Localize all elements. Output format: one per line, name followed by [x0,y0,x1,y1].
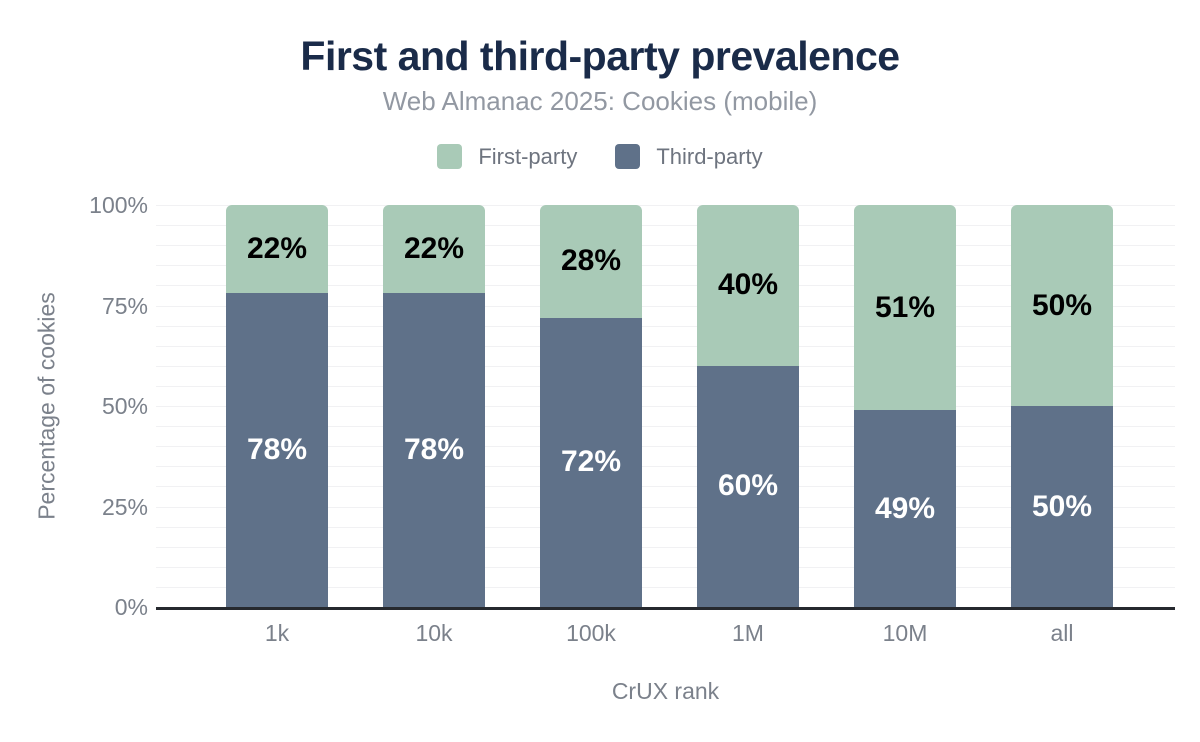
x-axis-line [156,607,1175,610]
legend-label: Third-party [656,143,763,169]
legend-swatch-third-party [615,143,641,169]
gridline [156,365,1175,367]
bar-segment-first-party: 50% [1011,205,1113,406]
chart-subtitle: Web Almanac 2025: Cookies (mobile) [382,86,818,116]
gridline [156,566,1175,568]
gridline [156,345,1175,347]
bar-value-label-third-party: 78% [246,433,308,467]
x-tick-label: 1k [264,620,290,646]
bar-segment-first-party: 22% [383,205,485,294]
gridline [156,385,1175,387]
y-tick-label: 75% [101,292,148,319]
gridline [156,466,1175,468]
bar-value-label-first-party: 40% [717,268,779,302]
gridline [156,446,1175,448]
x-axis-title: CrUX rank [611,678,720,704]
legend-item-first-party: First-party [437,143,578,169]
gridline [156,546,1175,548]
bar-segment-first-party: 22% [226,205,328,294]
gridline [156,205,1175,206]
bar-value-label-first-party: 51% [874,290,936,324]
x-tick-label: 100k [566,620,616,646]
gridline [156,486,1175,488]
gridline [156,225,1175,227]
bar-segment-third-party: 60% [697,365,799,607]
x-tick-label: all [1050,620,1074,646]
gridline [156,265,1175,267]
gridline [156,526,1175,528]
bar-value-label-third-party: 78% [403,433,465,467]
legend-item-third-party: Third-party [615,143,763,169]
bar-value-label-third-party: 72% [560,445,622,479]
legend-swatch-first-party [437,143,463,169]
gridline [156,586,1175,588]
gridline [156,245,1175,247]
bar-value-label-third-party: 49% [874,491,936,525]
y-tick-label: 0% [114,594,148,620]
y-tick-label: 25% [101,493,148,520]
bar-value-label-first-party: 22% [246,232,308,266]
chart-title: First and third-party prevalence [300,33,900,79]
gridline [156,426,1175,428]
bar-value-label-third-party: 60% [717,469,779,503]
x-tick-label: 10k [415,620,453,646]
x-tick-label: 1M [732,620,764,646]
bar-segment-third-party: 50% [1011,406,1113,607]
y-tick-label: 50% [101,393,148,419]
gridline [156,406,1175,407]
y-tick-label: 100% [89,192,148,218]
bar-value-label-third-party: 50% [1031,489,1093,523]
gridline [156,305,1175,307]
bar-segment-first-party: 51% [854,205,956,411]
bar-segment-third-party: 72% [540,317,642,607]
bar-value-label-first-party: 28% [560,244,622,278]
bar-segment-third-party: 49% [854,410,956,607]
gridline [156,325,1175,327]
bar-segment-first-party: 28% [540,205,642,318]
x-tick-label: 10M [882,620,928,646]
bar-segment-first-party: 40% [697,205,799,366]
gridline [156,285,1175,287]
bar-segment-third-party: 78% [226,293,328,607]
bar-segment-third-party: 78% [383,293,485,607]
legend-label: First-party [478,143,578,169]
legend: First-party Third-party [0,141,1200,171]
gridline [156,506,1175,508]
bar-value-label-first-party: 22% [403,232,465,266]
bar-value-label-first-party: 50% [1031,288,1093,322]
